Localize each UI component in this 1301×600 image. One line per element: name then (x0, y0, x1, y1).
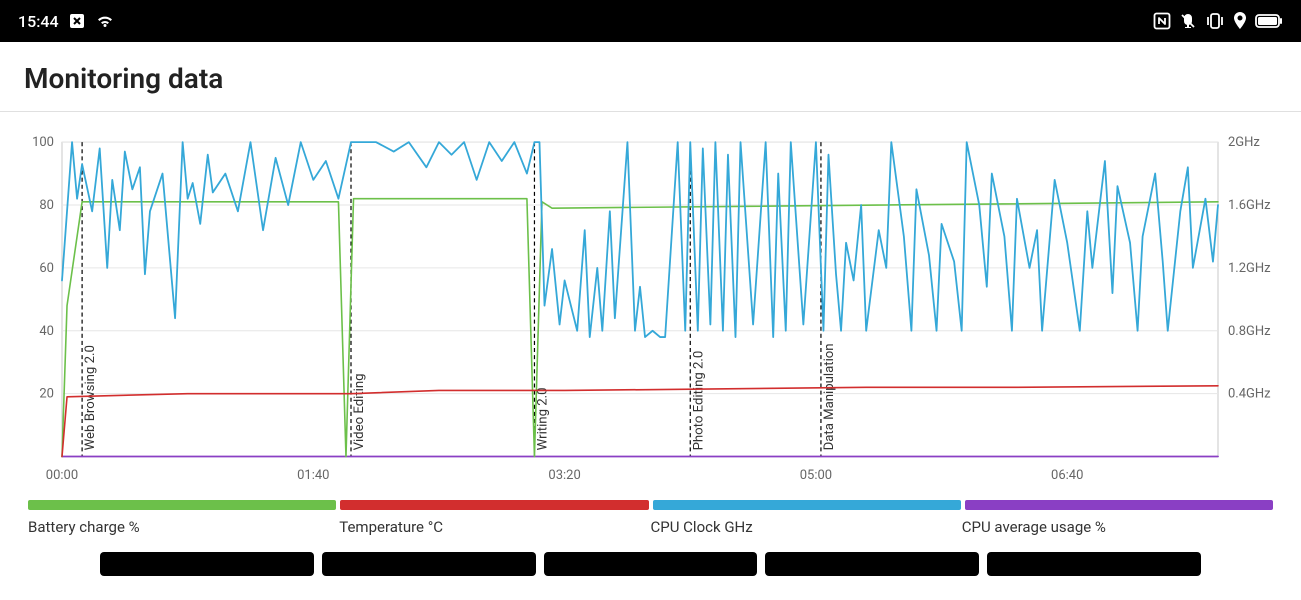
status-right (1153, 12, 1283, 30)
wifi-icon (95, 13, 115, 29)
bottom-button-2[interactable] (322, 552, 536, 576)
mute-icon (1179, 12, 1197, 30)
legend-labels: Battery charge %Temperature °CCPU Clock … (0, 514, 1301, 546)
legend-bar (340, 500, 648, 510)
svg-text:Photo Editing 2.0: Photo Editing 2.0 (691, 351, 706, 451)
svg-text:20: 20 (39, 387, 54, 402)
bottom-button-4[interactable] (765, 552, 979, 576)
svg-text:80: 80 (39, 198, 54, 213)
legend-label: CPU average usage % (962, 518, 1273, 536)
monitoring-chart: 20 40 60 80 100 0.4GHz 0.8GHz 1.2GHz 1.6GHz 2GHz 0… (28, 132, 1273, 492)
legend-bar (653, 500, 961, 510)
svg-text:06:40: 06:40 (1051, 468, 1083, 483)
nfc-icon (1153, 12, 1171, 30)
svg-text:0.8GHz: 0.8GHz (1228, 324, 1271, 339)
bottom-button-row (0, 546, 1301, 576)
status-time: 15:44 (18, 12, 59, 31)
svg-text:40: 40 (39, 324, 54, 339)
svg-text:0.4GHz: 0.4GHz (1228, 387, 1271, 402)
svg-text:Writing 2.0: Writing 2.0 (536, 387, 551, 450)
svg-text:2GHz: 2GHz (1228, 135, 1260, 150)
svg-text:60: 60 (39, 261, 54, 276)
legend-bar (28, 500, 336, 510)
legend-label: Temperature °C (339, 518, 650, 536)
bottom-button-5[interactable] (987, 552, 1201, 576)
page-title: Monitoring data (0, 42, 1301, 111)
close-box-icon (69, 13, 85, 29)
chart-container: 20 40 60 80 100 0.4GHz 0.8GHz 1.2GHz 1.6GHz 2GHz 0… (0, 112, 1301, 492)
svg-text:03:20: 03:20 (548, 468, 580, 483)
legend-bar (965, 500, 1273, 510)
svg-text:01:40: 01:40 (297, 468, 329, 483)
vibrate-icon (1205, 12, 1225, 30)
legend-label: Battery charge % (28, 518, 339, 536)
svg-text:00:00: 00:00 (46, 468, 78, 483)
svg-text:Web Browsing 2.0: Web Browsing 2.0 (83, 345, 98, 450)
svg-text:05:00: 05:00 (800, 468, 832, 483)
location-icon (1233, 12, 1247, 30)
bottom-button-3[interactable] (544, 552, 758, 576)
svg-text:Video Editing: Video Editing (352, 373, 367, 450)
android-status-bar: 15:44 (0, 0, 1301, 42)
bottom-button-1[interactable] (100, 552, 314, 576)
legend-label: CPU Clock GHz (651, 518, 962, 536)
status-left: 15:44 (18, 12, 115, 31)
battery-icon (1255, 14, 1283, 28)
svg-text:100: 100 (32, 135, 54, 150)
legend-bars (0, 492, 1301, 514)
svg-text:Data Manipulation: Data Manipulation (822, 343, 837, 450)
svg-text:1.6GHz: 1.6GHz (1228, 198, 1271, 213)
svg-text:1.2GHz: 1.2GHz (1228, 261, 1271, 276)
